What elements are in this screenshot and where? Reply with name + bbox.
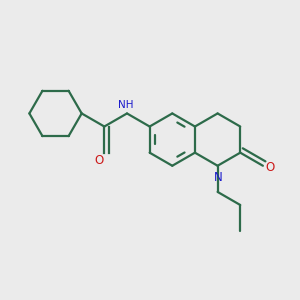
Text: O: O [265, 161, 274, 174]
Text: NH: NH [118, 100, 133, 110]
Text: O: O [94, 154, 103, 167]
Text: N: N [214, 171, 222, 184]
